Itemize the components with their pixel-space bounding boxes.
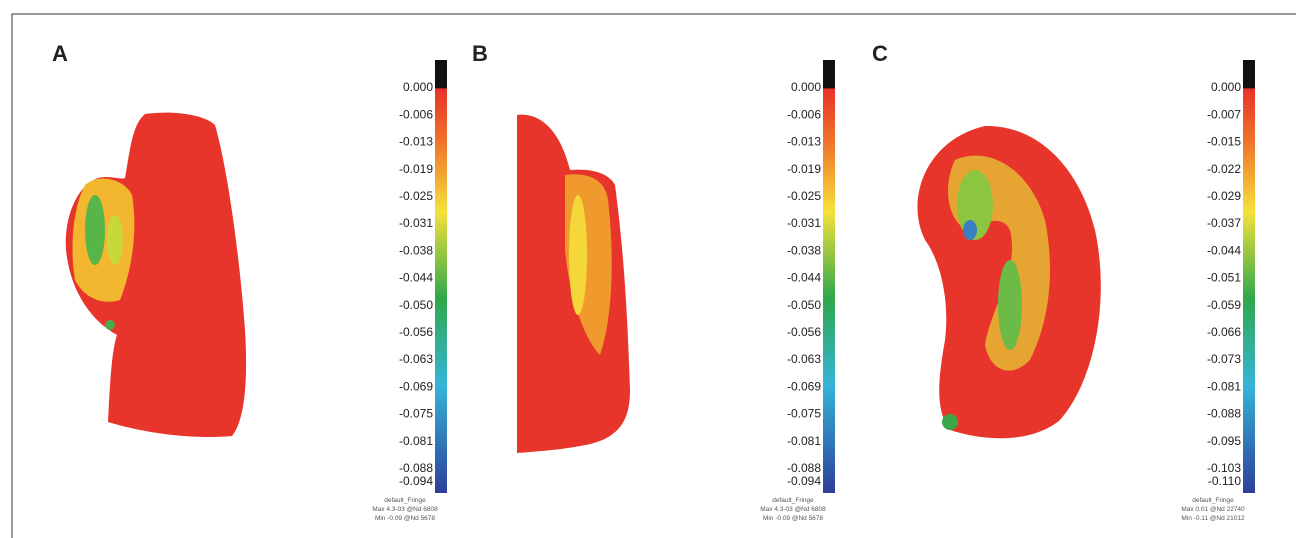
scale-label: -0.095 xyxy=(1207,434,1241,448)
fringe-info: Max 0.01 @Nd 22740 xyxy=(1181,506,1245,513)
scale-label: -0.044 xyxy=(399,271,433,285)
scale-label: -0.063 xyxy=(399,352,433,366)
scale-label: -0.013 xyxy=(787,135,821,149)
model-b xyxy=(517,115,630,453)
fringe-info: Max 4.3-03 @Nd 6808 xyxy=(372,506,438,513)
fringe-info: Min -0.09 @Nd 5678 xyxy=(763,515,823,522)
scale-label: -0.025 xyxy=(399,189,433,203)
fringe-info: default_Fringe xyxy=(1192,497,1234,504)
scale-label: -0.007 xyxy=(1207,107,1241,121)
scale-label: -0.075 xyxy=(787,407,821,421)
figure: A 0.000 -0.006 -0.013 -0.019 -0.025 -0.031 -0.0… xyxy=(0,0,1296,538)
scale-label: -0.006 xyxy=(399,107,433,121)
scale-label: -0.050 xyxy=(399,298,433,312)
scale-label: -0.075 xyxy=(399,407,433,421)
scale-label: -0.044 xyxy=(787,271,821,285)
scale-label: -0.025 xyxy=(787,189,821,203)
scale-label: -0.006 xyxy=(787,107,821,121)
scale-label: -0.050 xyxy=(787,298,821,312)
scale-label: -0.019 xyxy=(787,162,821,176)
scale-label: -0.051 xyxy=(1207,271,1241,285)
colorbar xyxy=(1243,60,1255,493)
scale-label: -0.056 xyxy=(399,325,433,339)
scale-label: -0.063 xyxy=(787,352,821,366)
scale-label: -0.059 xyxy=(1207,298,1241,312)
scale-label: -0.069 xyxy=(787,379,821,393)
scale-label: -0.037 xyxy=(1207,216,1241,230)
scale-label: -0.081 xyxy=(399,434,433,448)
scale-label: -0.094 xyxy=(399,474,433,488)
scale-label: -0.066 xyxy=(1207,325,1241,339)
scale-label: -0.103 xyxy=(1207,461,1241,475)
scale-label: -0.038 xyxy=(399,243,433,257)
scale-label: -0.088 xyxy=(399,461,433,475)
scale-label: -0.110 xyxy=(1208,474,1241,488)
panel-label: A xyxy=(52,41,68,66)
scale-label: -0.056 xyxy=(787,325,821,339)
scale-label: -0.038 xyxy=(787,243,821,257)
scale-label: -0.088 xyxy=(1207,407,1241,421)
scale-label: -0.022 xyxy=(1207,162,1241,176)
panel-label: C xyxy=(872,41,888,66)
scale-label: 0.000 xyxy=(1211,80,1241,94)
scale-label: -0.044 xyxy=(1207,243,1241,257)
fringe-info: Min -0.09 @Nd 5678 xyxy=(375,515,435,522)
scale-label: -0.088 xyxy=(787,461,821,475)
colorbar xyxy=(435,60,447,493)
scale-label: -0.069 xyxy=(399,379,433,393)
fringe-info: Min -0.11 @Nd 21012 xyxy=(1181,515,1245,522)
scale-label: 0.000 xyxy=(791,80,821,94)
scale-label: -0.031 xyxy=(399,216,433,230)
colorbar xyxy=(823,60,835,493)
scale-label: -0.015 xyxy=(1207,135,1241,149)
scale-label: -0.019 xyxy=(399,162,433,176)
fringe-info: default_Fringe xyxy=(772,497,814,504)
fringe-info: default_Fringe xyxy=(384,497,426,504)
scale-label: -0.031 xyxy=(787,216,821,230)
scale-label: -0.073 xyxy=(1207,352,1241,366)
scale-label: -0.029 xyxy=(1207,189,1241,203)
model-c xyxy=(918,126,1101,438)
scale-label: -0.094 xyxy=(787,474,821,488)
scale-label: -0.081 xyxy=(787,434,821,448)
panel-label: B xyxy=(472,41,488,66)
scale-label: -0.013 xyxy=(399,135,433,149)
scale-label: -0.081 xyxy=(1207,379,1241,393)
fringe-info: Max 4.3-03 @Nd 6808 xyxy=(760,506,826,513)
model-a xyxy=(66,113,246,437)
scale-label: 0.000 xyxy=(403,80,433,94)
